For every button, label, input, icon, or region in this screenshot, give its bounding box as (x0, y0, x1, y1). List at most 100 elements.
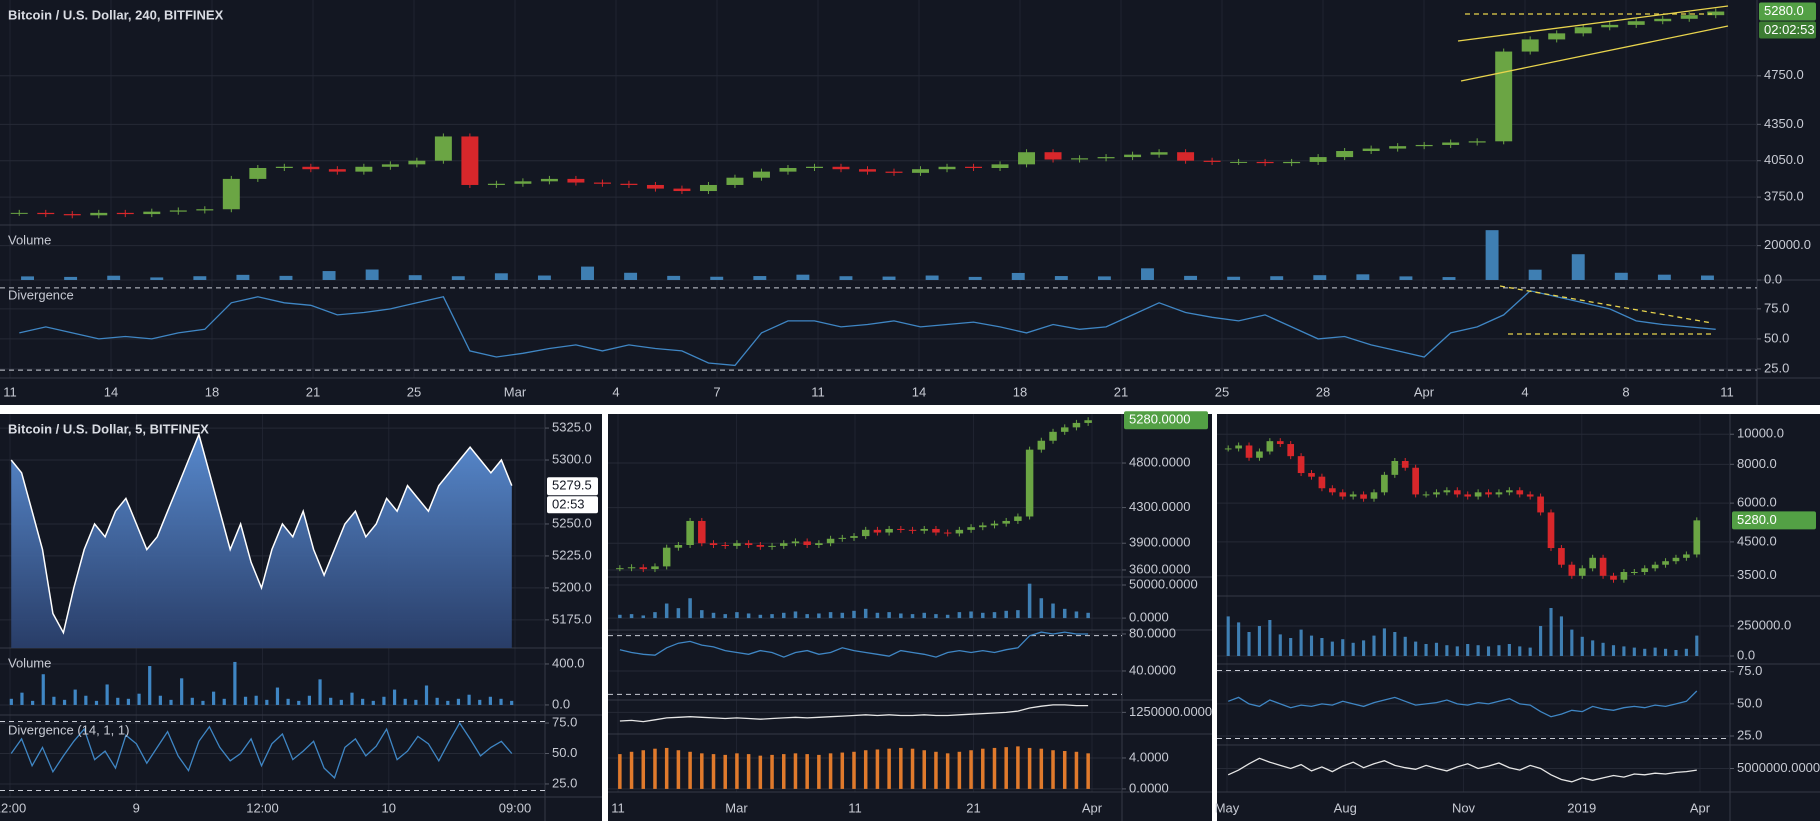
volume-bar (126, 698, 131, 705)
price-tick-label: 75.0 (552, 714, 577, 729)
volume-bar (456, 698, 461, 705)
candle (461, 136, 479, 185)
candle (1601, 24, 1619, 28)
volume-bar (641, 750, 646, 789)
volume-bar (1270, 276, 1284, 280)
volume-bar (969, 750, 973, 789)
volume-bar (688, 598, 692, 619)
volume-bar (1039, 748, 1044, 789)
volume-bar (1497, 645, 1501, 656)
volume-bar (265, 699, 269, 705)
candle (861, 529, 870, 537)
candle (885, 171, 903, 173)
volume-bar (875, 749, 880, 789)
candle (593, 182, 611, 184)
volume-bar (753, 276, 767, 280)
volume-bar (243, 696, 248, 705)
volume-bar (435, 697, 439, 705)
volume-bar (1549, 607, 1553, 656)
candle (979, 525, 987, 528)
candle (967, 527, 975, 530)
volume-bar (94, 700, 99, 705)
time-label: 11 (811, 384, 825, 399)
volume-bar (1074, 751, 1079, 789)
volume-bar (107, 275, 121, 280)
volume-bar (1414, 641, 1418, 656)
volume-bar (73, 689, 77, 705)
time-label: 21 (306, 384, 320, 399)
volume-bar (1695, 635, 1699, 656)
volume-bar (371, 700, 375, 705)
volume-bar (828, 753, 833, 789)
volume-bar (746, 754, 751, 789)
volume-bar (700, 753, 704, 789)
time-label: 09:00 (499, 800, 532, 815)
candle (1072, 422, 1081, 428)
candle (721, 545, 729, 547)
volume-bar (1313, 275, 1327, 280)
candle (116, 212, 134, 215)
last-price-box (547, 477, 598, 496)
last-price-label: 5280.0 (1737, 512, 1777, 527)
volume-bar (840, 752, 845, 789)
candle (487, 183, 505, 185)
candle (646, 184, 664, 189)
candle (1287, 444, 1295, 457)
volume-bar (1011, 272, 1025, 280)
candle (1071, 158, 1089, 160)
time-label: Mar (504, 384, 527, 399)
candle (938, 166, 956, 170)
volume-bar (84, 695, 88, 705)
volume-bar (361, 698, 365, 705)
volume-bar (318, 679, 322, 705)
candle (756, 545, 765, 547)
candle (1433, 492, 1440, 495)
volume-bar (1184, 275, 1198, 280)
price-tick-label: 4500.0 (1737, 533, 1777, 548)
volume-bar (805, 754, 809, 789)
volume-bar (1632, 647, 1636, 656)
volume-bar (236, 274, 250, 280)
candle (540, 178, 558, 182)
candle (1266, 441, 1274, 452)
volume-bar (922, 750, 926, 789)
candle (908, 529, 917, 531)
candle (1537, 496, 1544, 513)
volume-bar (193, 276, 207, 280)
candle (920, 528, 928, 531)
price-tick-label: 20000.0 (1764, 237, 1811, 252)
volume-bar (222, 698, 226, 705)
volume-bar (1356, 274, 1370, 280)
candle (673, 188, 691, 192)
price-tick-label: 4050.0 (1764, 152, 1804, 167)
time-label: 2019 (1567, 800, 1596, 815)
candle (826, 538, 835, 544)
price-tick-label: 0.0 (1764, 271, 1782, 286)
volume-bar (1518, 646, 1522, 656)
indicator-label: Volume (8, 232, 51, 247)
volume-bar (922, 612, 926, 619)
price-tick-label: 4750.0 (1764, 67, 1804, 82)
price-tick-label: 5000000.0000 (1737, 760, 1820, 775)
volume-bar (286, 698, 290, 705)
volume-bar (981, 748, 985, 789)
candle (514, 181, 532, 184)
time-label: 14 (912, 384, 926, 399)
candle (37, 212, 55, 215)
candle (990, 523, 999, 526)
volume-bar (233, 661, 237, 705)
time-label: 25 (1215, 384, 1229, 399)
last-price-box (1732, 511, 1816, 530)
candle (1654, 18, 1672, 22)
volume-bar (1657, 274, 1671, 280)
price-tick-label: 5175.0 (552, 611, 592, 626)
volume-bar (1141, 268, 1154, 280)
time-label: 25 (407, 384, 421, 399)
time-label: 12:00 (246, 800, 279, 815)
candle (674, 545, 683, 548)
volume-bar (1476, 645, 1480, 656)
candle (803, 541, 811, 546)
volume-bar (1622, 646, 1626, 656)
candle (873, 529, 882, 533)
indicator-line (10, 721, 513, 780)
